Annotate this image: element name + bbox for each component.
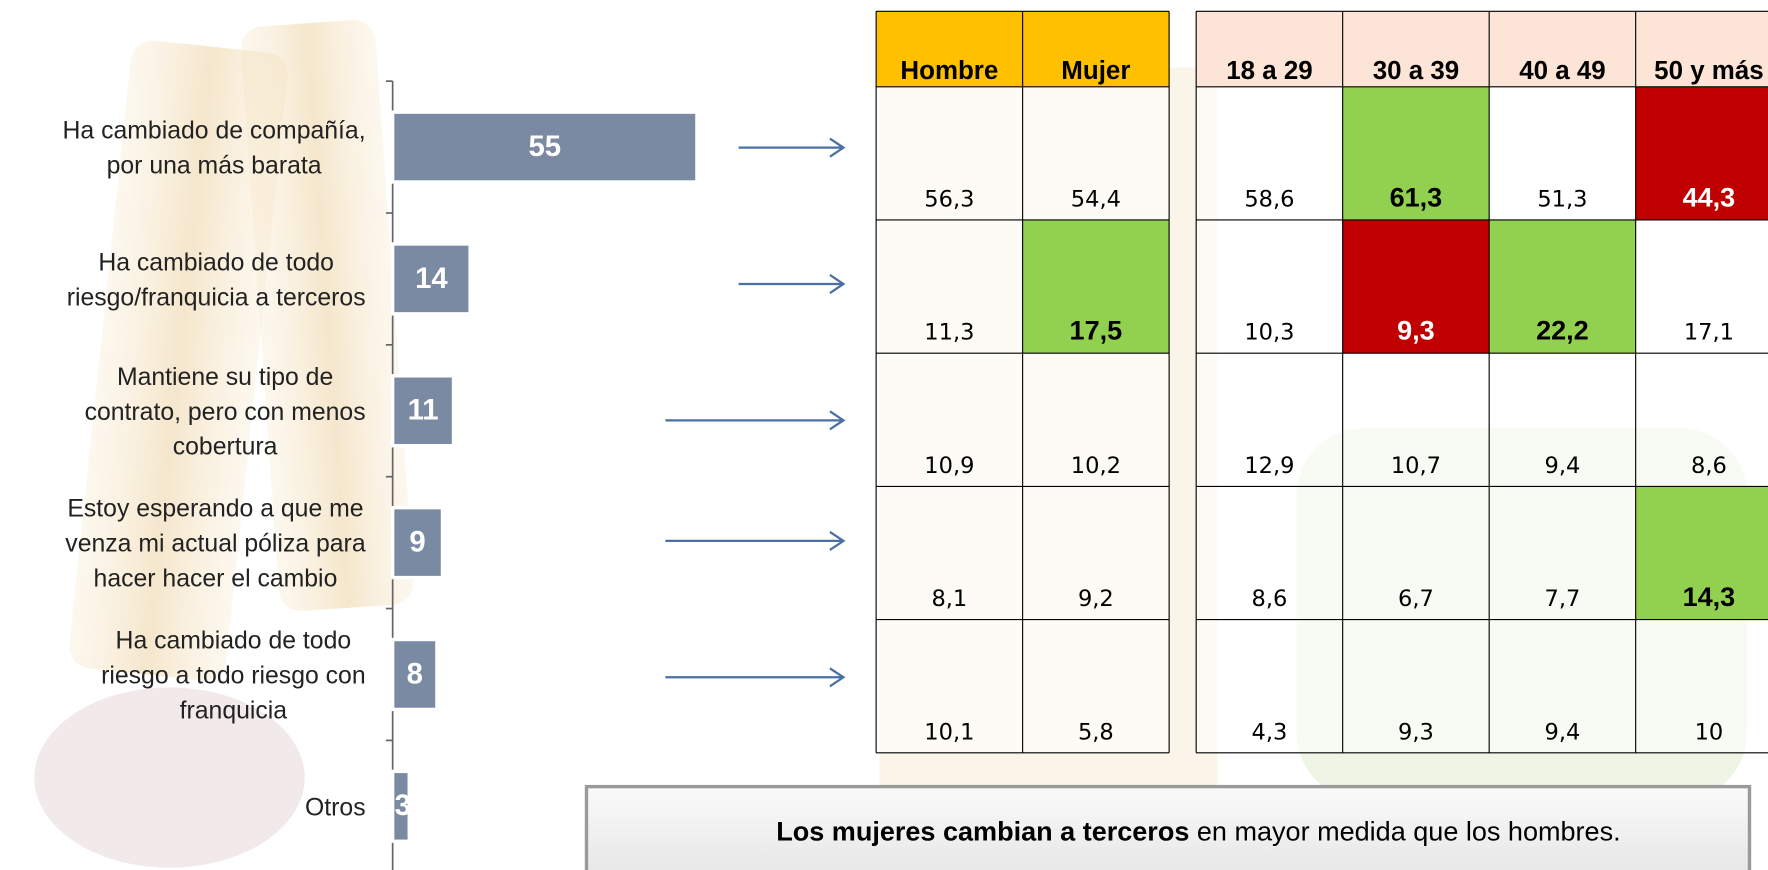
value-label: 14 xyxy=(415,262,448,295)
table-cell: 17,1 xyxy=(1684,320,1734,346)
table-cell: 12,9 xyxy=(1244,453,1294,479)
highlight-cell xyxy=(1022,219,1170,354)
value-label: 11 xyxy=(408,394,439,427)
table-cell: 56,3 xyxy=(924,186,974,212)
table-cell: 7,7 xyxy=(1545,586,1581,612)
arrows xyxy=(665,137,846,688)
table: Hombre Mujer 18 a 29 30 a 39 40 a 49 50 y más… xyxy=(875,10,1768,754)
table-cell: 9,2 xyxy=(1078,586,1114,612)
table-cell: 8,1 xyxy=(931,586,967,612)
table-cell: 10,7 xyxy=(1391,453,1441,479)
table-cell: 9,3 xyxy=(1398,719,1434,745)
table-cell: 58,6 xyxy=(1244,186,1294,212)
table-cell: 11,3 xyxy=(924,320,974,346)
highlight-cell xyxy=(1342,86,1490,220)
category-label: Mantiene su tipo de contrato, pero con me… xyxy=(85,364,366,461)
note-rest: en mayor medida que los hombres. xyxy=(1189,817,1620,847)
table-cell: 9,3 xyxy=(1397,316,1435,346)
bar xyxy=(390,769,411,843)
bar xyxy=(390,374,456,448)
table-cell: 4,3 xyxy=(1252,719,1288,745)
table-cell: 10,2 xyxy=(1071,453,1121,479)
bar-chart: 55 Ha cambiado de compañía, por una más ba… xyxy=(63,80,699,870)
highlight-cell xyxy=(1635,486,1768,620)
table-cell: 10,9 xyxy=(924,453,974,479)
table-cell: 6,7 xyxy=(1398,586,1434,612)
table-cell: 44,3 xyxy=(1683,182,1736,212)
table-cell: 51,3 xyxy=(1537,186,1587,212)
table-cell: 10 xyxy=(1695,719,1724,745)
table-cell: 22,2 xyxy=(1536,316,1589,346)
value-label: 8 xyxy=(407,657,423,690)
category-label: Ha cambiado de todo riesgo/franquicia a t… xyxy=(67,249,366,311)
bar xyxy=(390,637,439,712)
table-cell: 61,3 xyxy=(1390,182,1443,212)
highlight-cell xyxy=(1342,219,1490,354)
value-label: 3 xyxy=(395,789,411,822)
column-header: Mujer xyxy=(1061,57,1130,85)
table-cell: 10,1 xyxy=(924,719,974,745)
column-header: Hombre xyxy=(900,57,998,85)
table-cell: 8,6 xyxy=(1252,586,1288,612)
note-box: Los mujeres cambian a terceros en mayor … xyxy=(584,784,1752,870)
table-cell: 8,6 xyxy=(1691,453,1727,479)
bar xyxy=(390,505,445,580)
table-cell: 14,3 xyxy=(1683,582,1736,612)
column-header: 30 a 39 xyxy=(1373,57,1459,85)
category-label: Ha cambiado de compañía, por una más bara… xyxy=(63,118,366,180)
value-label: 55 xyxy=(528,130,561,163)
category-label: Ha cambiado de todo riesgo a todo riesgo … xyxy=(101,628,366,725)
column-header: 18 a 29 xyxy=(1226,57,1312,85)
value-label: 9 xyxy=(409,525,425,558)
note-bold: Los mujeres cambian a terceros xyxy=(776,817,1189,847)
table-cell: 54,4 xyxy=(1071,186,1121,212)
note-text: Los mujeres cambian a terceros en mayor … xyxy=(776,817,1620,847)
highlight-cell xyxy=(1635,86,1768,220)
bar xyxy=(390,110,699,184)
table-cell: 10,3 xyxy=(1244,320,1294,346)
column-header: 40 a 49 xyxy=(1519,57,1605,85)
table-cell: 9,4 xyxy=(1545,453,1581,479)
category-label: Otros xyxy=(305,794,366,821)
bar xyxy=(390,242,472,316)
header-bg xyxy=(1196,11,1768,87)
category-label: Estoy esperando a que me venza mi actual … xyxy=(65,496,366,593)
table-cell: 17,5 xyxy=(1070,316,1123,346)
table-cell: 9,4 xyxy=(1545,719,1581,745)
highlight-cell xyxy=(1489,219,1636,354)
column-header: 50 y más xyxy=(1654,57,1763,85)
table-cell: 5,8 xyxy=(1078,719,1114,745)
